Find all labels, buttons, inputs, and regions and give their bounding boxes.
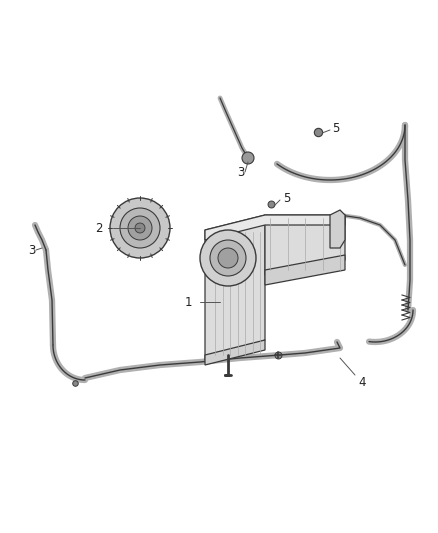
Circle shape <box>120 208 160 248</box>
Polygon shape <box>205 215 265 360</box>
Circle shape <box>210 240 246 276</box>
Text: 5: 5 <box>332 122 339 134</box>
Polygon shape <box>265 215 345 275</box>
Text: 3: 3 <box>28 244 35 256</box>
Text: 1: 1 <box>185 295 192 309</box>
Circle shape <box>135 223 145 233</box>
Text: 2: 2 <box>95 222 102 235</box>
Circle shape <box>218 248 238 268</box>
Circle shape <box>110 198 170 258</box>
Polygon shape <box>265 255 345 285</box>
Text: 4: 4 <box>358 376 365 389</box>
Circle shape <box>242 152 254 164</box>
Polygon shape <box>330 210 345 248</box>
Text: 5: 5 <box>283 191 290 205</box>
Circle shape <box>128 216 152 240</box>
Polygon shape <box>205 215 345 240</box>
Text: 3: 3 <box>237 166 244 179</box>
Circle shape <box>200 230 256 286</box>
Polygon shape <box>205 340 265 365</box>
